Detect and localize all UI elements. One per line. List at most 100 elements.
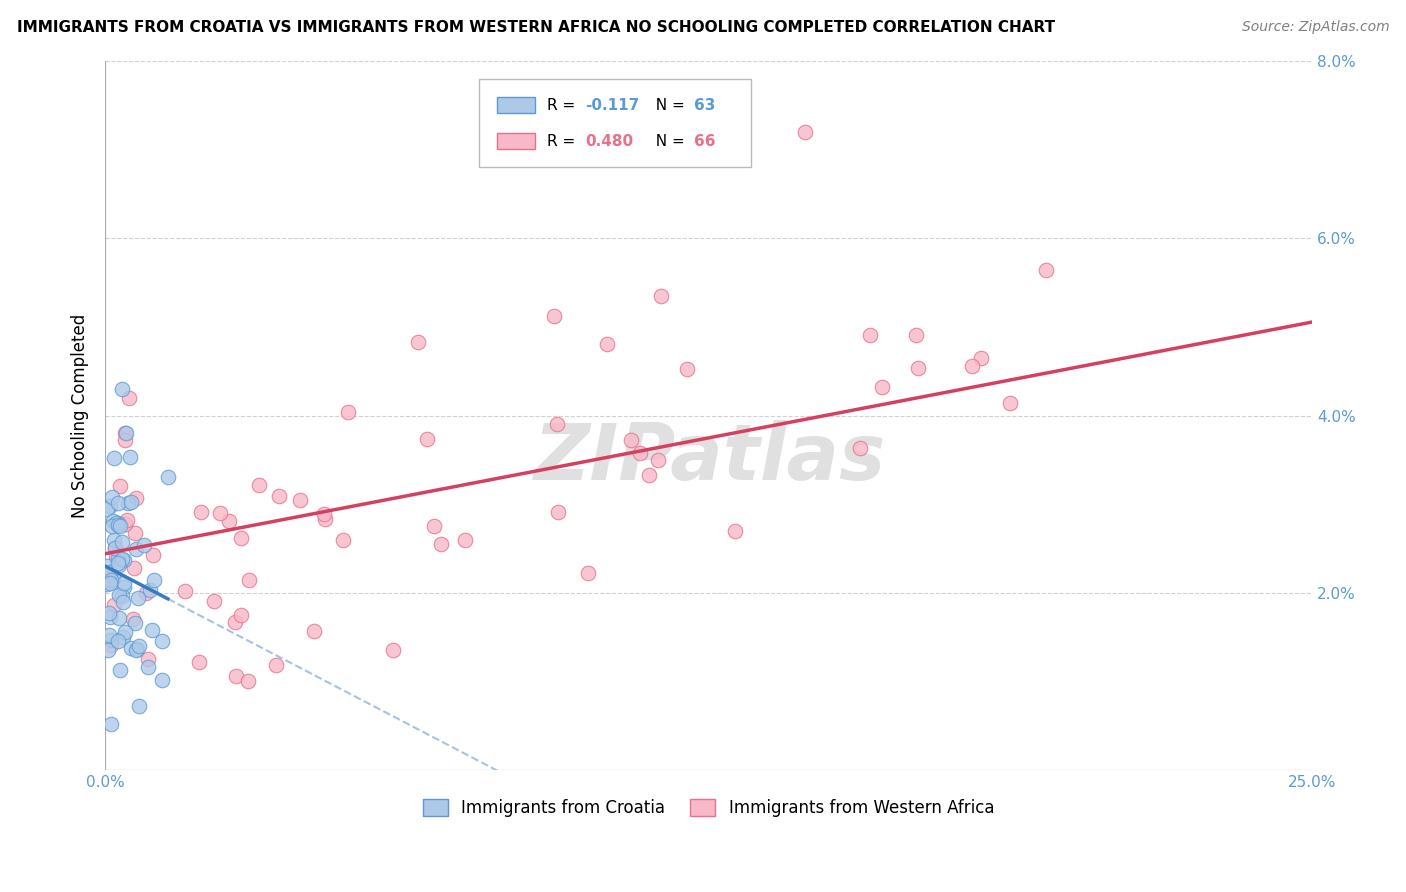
Point [111, 595, 134, 609]
Text: 63: 63 [695, 98, 716, 112]
Point [122, 612, 145, 626]
Point [104, 541, 127, 556]
Point [125, 491, 148, 505]
Point [141, 623, 163, 637]
Point [108, 479, 131, 493]
Point [120, 640, 142, 655]
Text: 0.480: 0.480 [585, 134, 634, 149]
Point [127, 591, 149, 605]
Text: Source: ZipAtlas.com: Source: ZipAtlas.com [1241, 20, 1389, 34]
Point [229, 608, 252, 623]
Point [112, 553, 135, 567]
Point [125, 541, 148, 556]
Point [202, 594, 225, 608]
Text: R =: R = [547, 134, 579, 149]
Text: 66: 66 [695, 134, 716, 149]
Point [596, 336, 619, 351]
Point [97, 642, 120, 657]
Point [108, 558, 131, 573]
Point [638, 468, 661, 483]
Point [100, 638, 122, 652]
FancyBboxPatch shape [498, 133, 534, 149]
Point [114, 434, 136, 448]
Point [107, 516, 129, 530]
Point [124, 526, 146, 541]
Point [107, 556, 129, 570]
Point [115, 513, 138, 527]
Point [650, 289, 672, 303]
Point [111, 589, 134, 603]
Point [423, 519, 446, 533]
Point [208, 506, 231, 520]
Point [190, 505, 212, 519]
Point [381, 643, 404, 657]
Point [453, 533, 475, 547]
Point [114, 426, 136, 441]
Point [96, 576, 118, 591]
Point [794, 125, 817, 139]
Point [970, 351, 993, 365]
FancyBboxPatch shape [479, 78, 751, 168]
Point [150, 673, 173, 688]
Point [139, 583, 162, 598]
Point [870, 380, 893, 394]
Point [98, 628, 121, 642]
Text: ZIPatlas: ZIPatlas [533, 420, 884, 496]
Point [314, 507, 336, 521]
Point [218, 514, 240, 528]
Point [224, 615, 246, 629]
Point [236, 674, 259, 689]
Point [225, 669, 247, 683]
Text: IMMIGRANTS FROM CROATIA VS IMMIGRANTS FROM WESTERN AFRICA NO SCHOOLING COMPLETED: IMMIGRANTS FROM CROATIA VS IMMIGRANTS FR… [17, 20, 1054, 35]
Point [724, 524, 747, 538]
Point [108, 663, 131, 677]
Point [104, 516, 127, 530]
Point [406, 334, 429, 349]
Point [107, 496, 129, 510]
Text: N =: N = [645, 134, 689, 149]
Point [118, 391, 141, 405]
Point [107, 518, 129, 533]
Point [416, 432, 439, 446]
Legend: Immigrants from Croatia, Immigrants from Western Africa: Immigrants from Croatia, Immigrants from… [415, 790, 1002, 825]
Point [98, 566, 121, 580]
Point [98, 566, 121, 581]
Point [547, 505, 569, 519]
Point [112, 575, 135, 590]
Point [100, 632, 122, 647]
Point [264, 658, 287, 673]
Point [105, 549, 128, 564]
Y-axis label: No Schooling Completed: No Schooling Completed [72, 313, 89, 517]
Point [125, 641, 148, 656]
Point [269, 489, 291, 503]
Point [98, 610, 121, 624]
Point [96, 559, 118, 574]
Point [247, 477, 270, 491]
Point [103, 541, 125, 556]
Point [128, 639, 150, 653]
Point [107, 550, 129, 565]
Text: R =: R = [547, 98, 579, 112]
Point [429, 536, 451, 550]
Point [120, 494, 142, 508]
Point [620, 433, 643, 447]
Point [107, 634, 129, 648]
Point [98, 499, 121, 513]
Point [229, 531, 252, 545]
Point [111, 382, 134, 396]
Point [120, 450, 142, 464]
Point [960, 359, 983, 373]
Point [546, 417, 568, 431]
Point [101, 490, 124, 504]
Point [103, 451, 125, 466]
Point [101, 514, 124, 528]
Point [143, 573, 166, 587]
Point [136, 660, 159, 674]
Point [111, 552, 134, 566]
Point [150, 633, 173, 648]
Point [100, 573, 122, 587]
Point [110, 535, 132, 549]
Point [142, 548, 165, 562]
Point [114, 517, 136, 532]
Text: N =: N = [645, 98, 689, 112]
